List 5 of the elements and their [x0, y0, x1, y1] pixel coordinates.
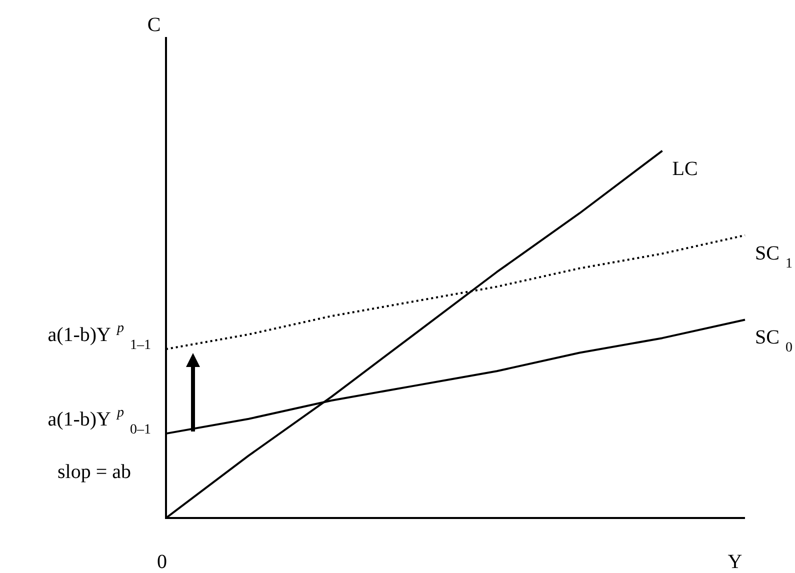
- text: 0: [157, 551, 167, 573]
- text: slop = ab: [58, 461, 132, 483]
- series-label: LC: [672, 158, 698, 180]
- text: C: [147, 14, 161, 36]
- x-axis-title: Y: [728, 551, 742, 573]
